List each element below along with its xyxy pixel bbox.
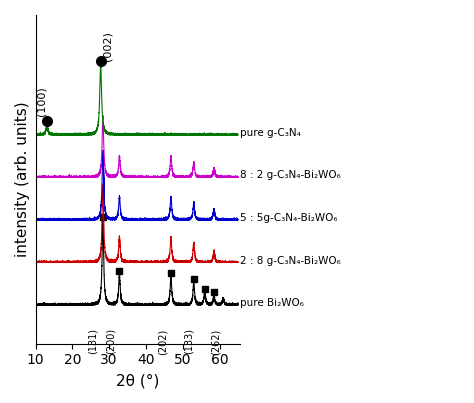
Text: (002): (002)	[102, 31, 112, 61]
Text: (100): (100)	[36, 86, 46, 116]
Text: pure g-C₃N₄: pure g-C₃N₄	[240, 128, 301, 138]
Text: 5 : 5g-C₃N₄-Bi₂WO₆: 5 : 5g-C₃N₄-Bi₂WO₆	[240, 213, 337, 223]
Y-axis label: intensity (arb. units): intensity (arb. units)	[15, 102, 30, 257]
Text: (200): (200)	[106, 328, 116, 354]
Text: (131): (131)	[88, 328, 98, 354]
Text: (133): (133)	[183, 328, 193, 354]
Text: (202): (202)	[157, 328, 167, 355]
Text: 2 : 8 g-C₃N₄-Bi₂WO₆: 2 : 8 g-C₃N₄-Bi₂WO₆	[240, 256, 340, 266]
Text: (262): (262)	[211, 328, 221, 355]
Text: 8 : 2 g-C₃N₄-Bi₂WO₆: 8 : 2 g-C₃N₄-Bi₂WO₆	[240, 170, 340, 181]
Text: pure Bi₂WO₆: pure Bi₂WO₆	[240, 298, 304, 308]
X-axis label: 2θ (°): 2θ (°)	[116, 373, 159, 388]
